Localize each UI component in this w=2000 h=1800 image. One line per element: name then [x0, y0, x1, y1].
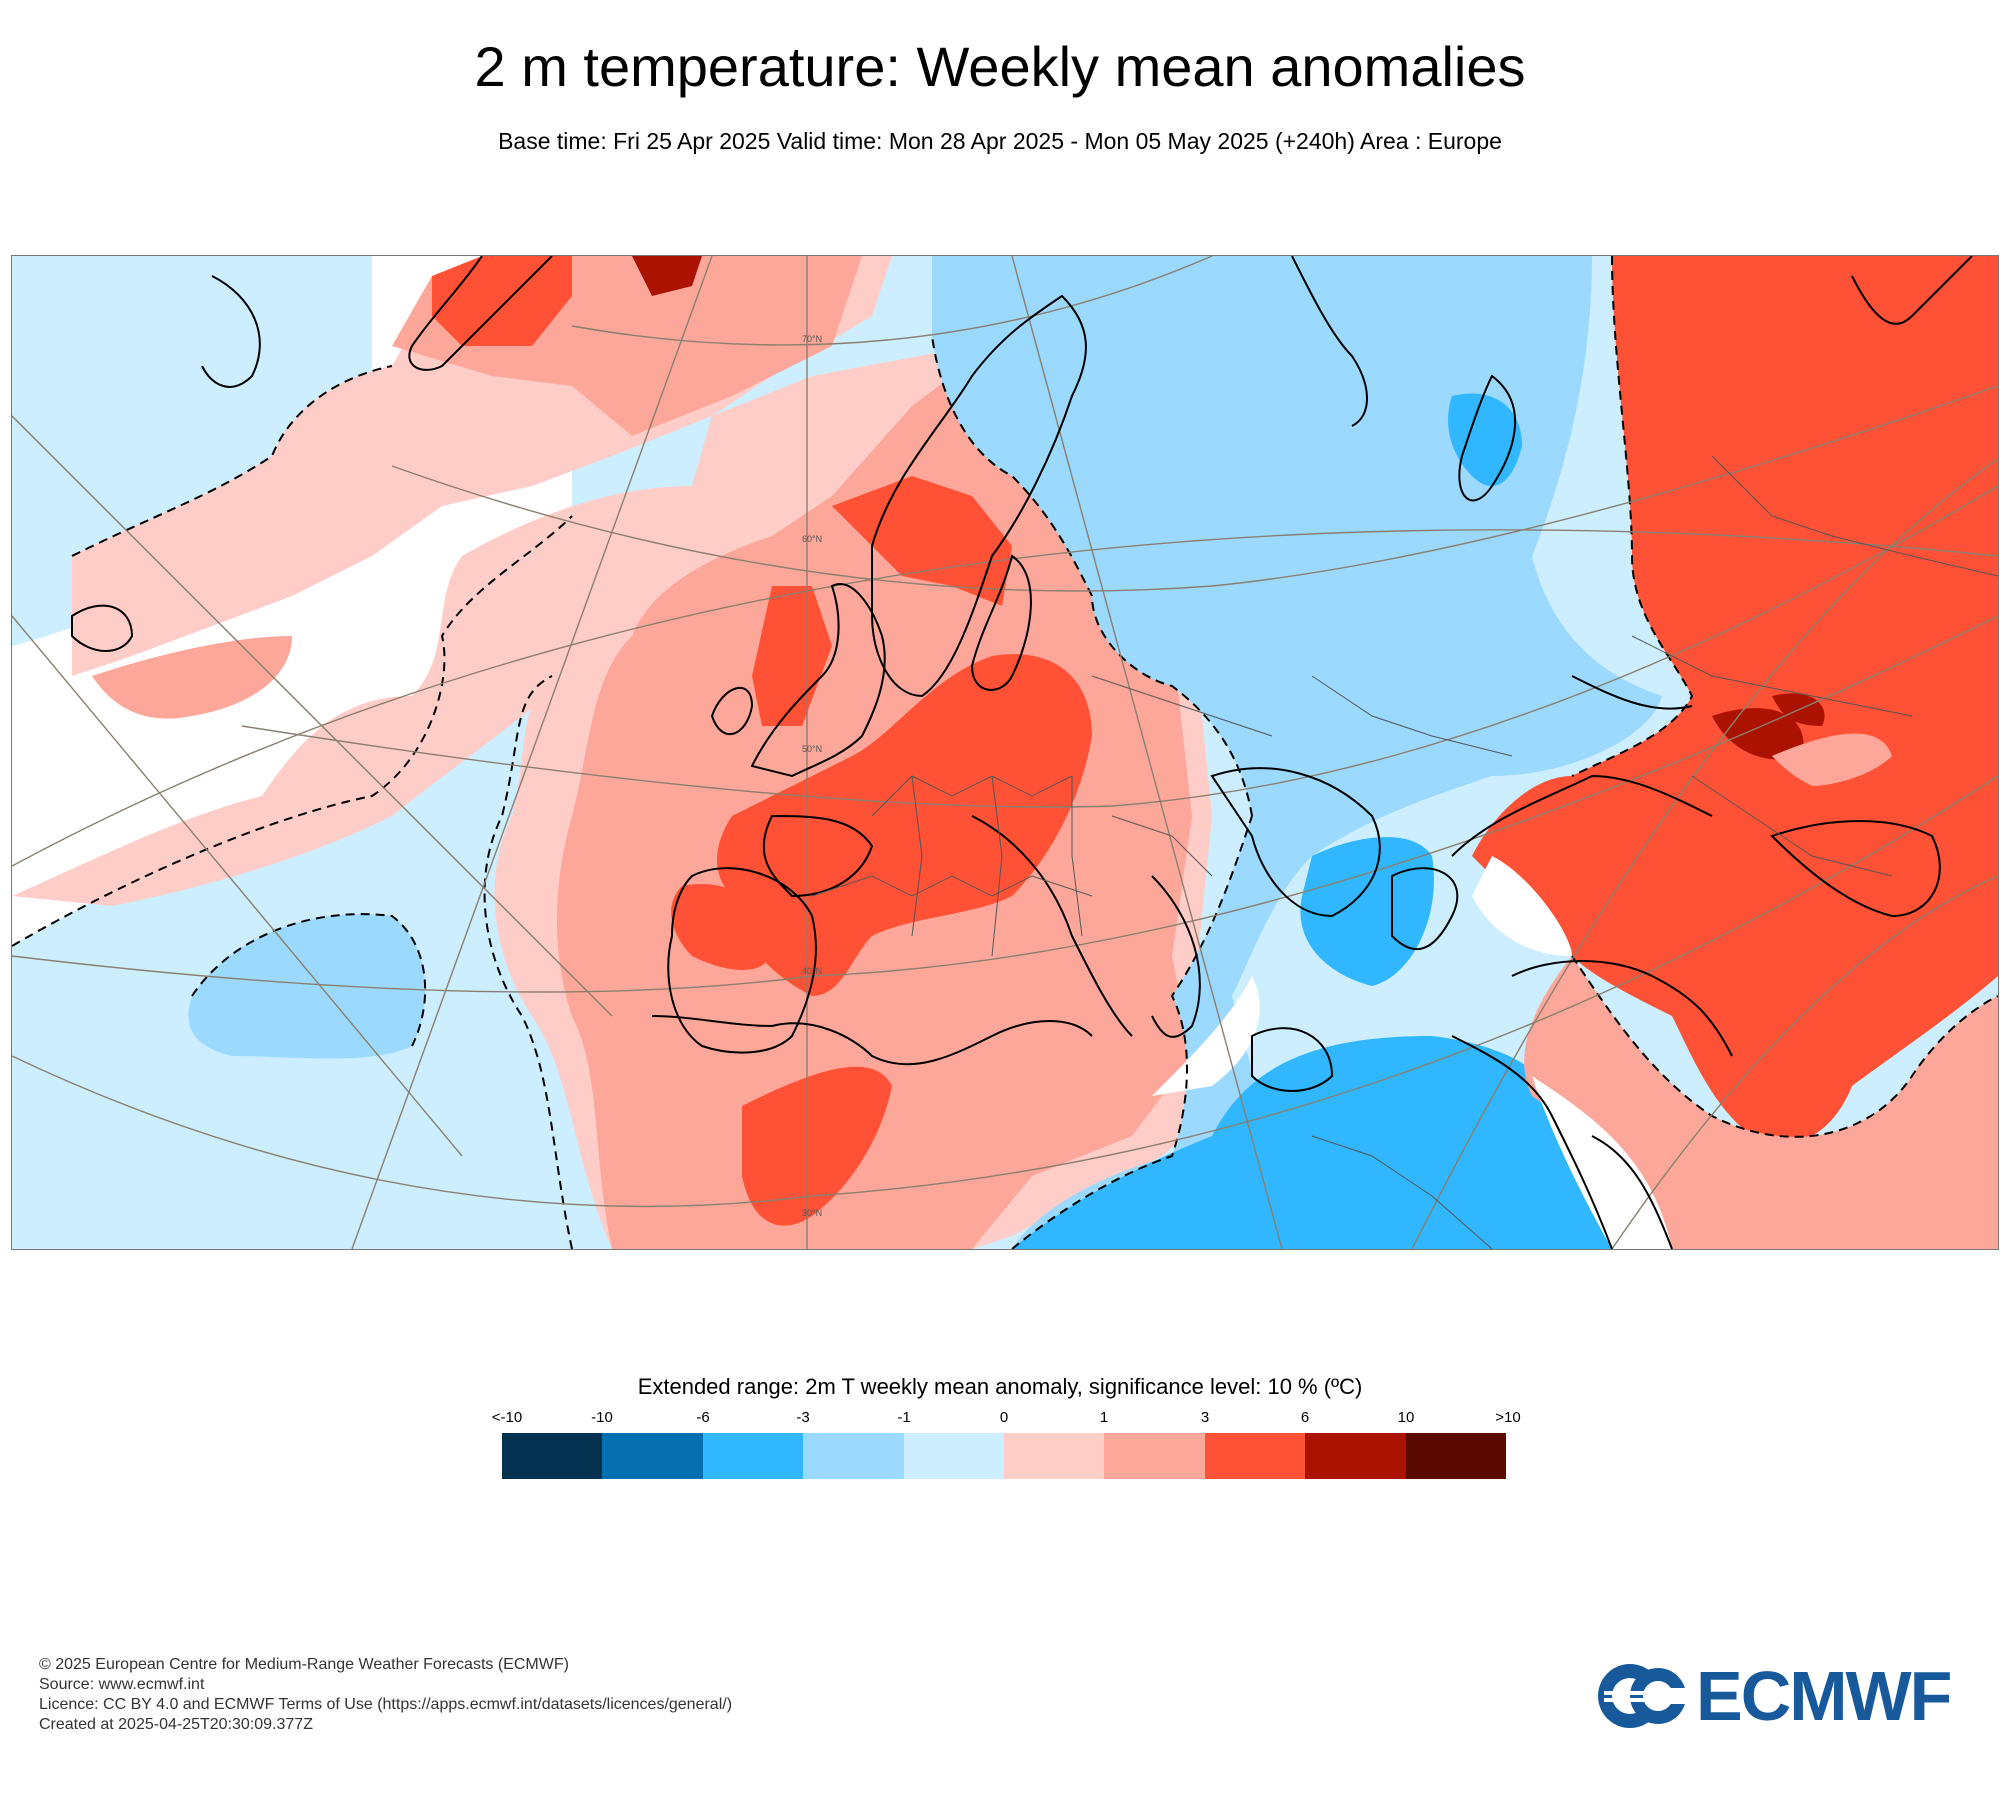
ecmwf-logo-text: ECMWF: [1696, 1657, 1952, 1735]
legend-color-cell: [1405, 1433, 1507, 1479]
strong-red-east: [1472, 256, 1998, 1144]
light-blue-east: [932, 256, 1662, 1249]
footer: © 2025 European Centre for Medium-Range …: [39, 1655, 732, 1735]
ecmwf-logo: ECMWF: [1594, 1660, 1974, 1732]
chart-subtitle: Base time: Fri 25 Apr 2025 Valid time: M…: [498, 128, 1502, 154]
legend-tick: -10: [591, 1409, 613, 1426]
coastlines: [71, 256, 1973, 1249]
legend-tick: 6: [1300, 1409, 1310, 1426]
significance-contours: [12, 256, 1998, 1249]
legend-color-cell: [803, 1433, 904, 1479]
country-borders: [811, 455, 1998, 1249]
strong-red-region: [717, 654, 1092, 996]
legend-tick: <-10: [491, 1409, 523, 1426]
legend-color-cell: [1004, 1433, 1105, 1479]
legend-tick: -6: [696, 1409, 710, 1426]
legend-color-cell: [502, 1433, 603, 1479]
lat-label-50: 50°N: [802, 744, 822, 754]
legend-tick: 10: [1397, 1409, 1415, 1426]
medium-blue-patches: [1012, 1036, 1612, 1249]
legend-colorbar: [502, 1433, 1507, 1479]
lat-label-30: 30°N: [802, 1208, 822, 1218]
source-text: Source: www.ecmwf.int: [39, 1676, 205, 1693]
legend-color-cell: [602, 1433, 703, 1479]
copyright-text: © 2025 European Centre for Medium-Range …: [39, 1656, 569, 1673]
lat-label-40: 40°N: [802, 966, 822, 976]
legend-tick: 1: [1099, 1409, 1109, 1426]
lat-label-60: 60°N: [802, 534, 822, 544]
legend-color-cell: [1204, 1433, 1306, 1479]
chart-title: 2 m temperature: Weekly mean anomalies: [474, 35, 1526, 98]
legend-tick: 3: [1200, 1409, 1210, 1426]
legend-color-cell: [903, 1433, 1005, 1479]
ecmwf-logo-icon: [1598, 1664, 1690, 1728]
legend-color-cell: [1305, 1433, 1406, 1479]
legend-tick: 0: [999, 1409, 1009, 1426]
licence-text: Licence: CC BY 4.0 and ECMWF Terms of Us…: [39, 1696, 733, 1713]
legend-ticks: <-10 -10 -6 -3 -1 0 1 3 6 10 >10: [0, 1409, 2000, 1429]
legend-title: Extended range: 2m T weekly mean anomaly…: [637, 1374, 1363, 1399]
created-text: Created at 2025-04-25T20:30:09.377Z: [39, 1716, 313, 1733]
legend-color-cell: [702, 1433, 804, 1479]
legend-tick: -1: [897, 1409, 911, 1426]
graticule: [12, 256, 1998, 1249]
lat-label-70: 70°N: [802, 334, 822, 344]
anomaly-map: 70°N 60°N 50°N 40°N 30°N: [11, 255, 1999, 1250]
legend-color-cell: [1104, 1433, 1205, 1479]
legend-tick: -3: [796, 1409, 810, 1426]
legend-tick: >10: [1495, 1409, 1521, 1426]
